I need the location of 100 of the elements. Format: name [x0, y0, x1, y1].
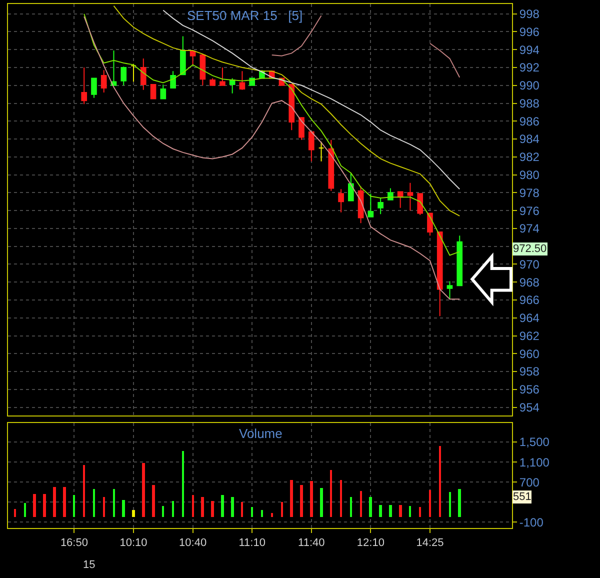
candlestick	[446, 280, 453, 300]
candlestick	[229, 78, 236, 94]
y-tick-label: 976	[519, 204, 540, 218]
y-tick-label: 954	[519, 400, 540, 414]
bar	[300, 485, 303, 518]
x-tick-label: 16:50	[60, 537, 88, 550]
bar	[53, 487, 56, 518]
candlestick	[110, 50, 117, 86]
candlestick	[81, 66, 88, 105]
bar	[429, 490, 431, 518]
bar	[389, 505, 392, 518]
candlestick	[91, 78, 97, 98]
bar	[113, 489, 115, 518]
y-tick-label: 960	[519, 346, 540, 361]
candlestick	[180, 36, 186, 76]
y-tick-label: 964	[519, 311, 540, 326]
bar	[261, 510, 263, 518]
candlestick	[407, 182, 414, 212]
bar	[211, 501, 214, 518]
x-tick-label: 12:10	[356, 537, 384, 550]
y-tick-label: 958	[519, 364, 540, 379]
x-tick-label: 11:10	[238, 537, 266, 550]
candlestick	[456, 235, 463, 286]
bar	[73, 495, 75, 518]
candlestick	[210, 78, 216, 86]
bar	[142, 463, 145, 518]
candlestick	[308, 131, 314, 162]
text: 15	[83, 559, 96, 571]
bar	[340, 480, 342, 518]
bar	[281, 502, 283, 518]
bar	[330, 470, 332, 518]
y-tick-label: 994	[519, 42, 540, 57]
y-tick-label: 980	[519, 168, 540, 182]
y-tick-label: 1,500	[519, 435, 550, 450]
bar	[439, 446, 441, 518]
bar	[172, 501, 174, 518]
candlestick	[338, 188, 344, 213]
candlestick	[417, 193, 424, 216]
x-tick-label: 11:40	[298, 537, 325, 550]
y-tick-label: 998	[519, 7, 540, 22]
bar	[449, 492, 451, 518]
candlestick	[120, 66, 127, 86]
y-tick-label: 978	[519, 186, 540, 200]
candlestick	[298, 117, 304, 140]
candlestick	[190, 50, 196, 66]
bar	[14, 509, 16, 518]
x-tick-label: 10:10	[120, 537, 148, 550]
candlestick	[170, 70, 176, 89]
bar	[458, 489, 461, 518]
y-tick-label: 986	[519, 114, 540, 128]
bar	[310, 481, 313, 518]
candlestick	[328, 139, 334, 192]
candlestick	[100, 70, 107, 94]
y-tick-label: 992	[519, 60, 540, 75]
chart-title: Volume	[239, 426, 282, 441]
candlestick	[249, 78, 256, 86]
bar	[201, 497, 204, 518]
bar	[132, 510, 135, 518]
bar	[93, 489, 95, 518]
y-tick-label: 988	[519, 96, 540, 110]
bar	[192, 495, 194, 518]
bar	[241, 502, 243, 518]
bar	[399, 505, 402, 518]
y-tick-label: 974	[519, 222, 540, 236]
y-tick-label: 996	[519, 24, 540, 39]
candlestick	[318, 141, 324, 162]
bar	[251, 507, 253, 518]
y-tick-label: 966	[519, 293, 540, 308]
line-series	[162, 10, 460, 190]
x-tick-label: 14:25	[416, 537, 444, 550]
bar	[182, 451, 184, 518]
candlestick	[368, 193, 374, 218]
candlestick	[436, 232, 443, 317]
bar	[409, 506, 411, 518]
y-tick-label: 970	[519, 257, 540, 272]
bar	[83, 465, 85, 518]
x-tick-label: 10:40	[179, 537, 207, 550]
y-tick-label: -100	[519, 515, 544, 530]
bar	[369, 497, 372, 518]
candlestick	[348, 172, 354, 202]
bar	[43, 494, 46, 518]
candlestick	[130, 63, 136, 82]
candlestick	[160, 84, 166, 100]
candlestick	[427, 212, 433, 236]
bar	[271, 513, 273, 518]
candlestick	[220, 66, 226, 86]
candlestick	[150, 84, 156, 100]
y-tick-label: 962	[519, 328, 540, 343]
bar	[231, 497, 234, 518]
bar	[419, 507, 421, 518]
candlestick	[140, 58, 146, 90]
y-tick-label: 1,100	[519, 455, 550, 470]
chart-title: SET50 MAR 15 [5]	[187, 8, 303, 23]
bar	[221, 495, 224, 518]
bar	[162, 506, 164, 518]
y-tick-label: 968	[519, 275, 540, 290]
bar	[360, 491, 362, 518]
y-tick-label: 700	[519, 475, 540, 490]
y-tick-label: 990	[519, 78, 540, 93]
bar	[379, 505, 382, 518]
